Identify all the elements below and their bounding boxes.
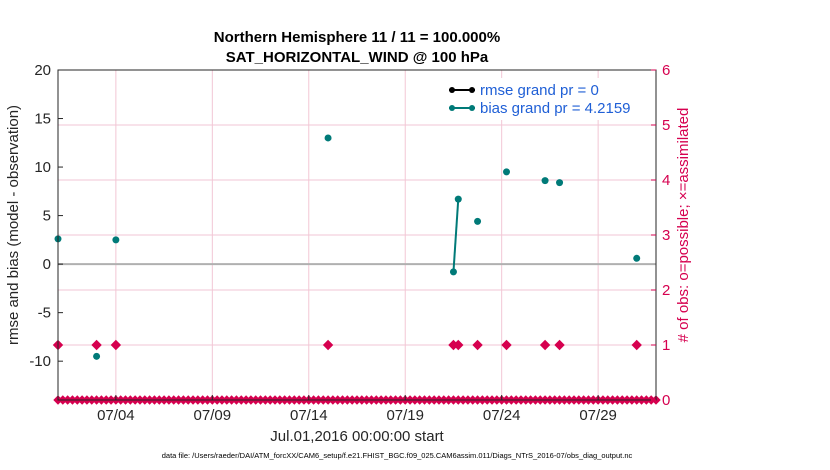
obs-count-marker xyxy=(501,339,512,351)
y-left-tick-label: -10 xyxy=(29,353,51,370)
bias-point xyxy=(93,352,101,360)
chart-title-line2: SAT_HORIZONTAL_WIND @ 100 hPa xyxy=(226,49,489,66)
bias-point xyxy=(454,195,462,203)
y-left-tick-label: 20 xyxy=(34,62,51,79)
y-right-tick-label: 4 xyxy=(662,172,670,189)
y-left-tick-label: 15 xyxy=(34,111,51,128)
x-tick-label: 07/09 xyxy=(194,407,232,424)
bias-line-segment xyxy=(452,199,460,272)
bias-point xyxy=(556,179,564,187)
obs-count-marker xyxy=(110,339,122,351)
x-tick-label: 07/29 xyxy=(579,407,617,424)
obs-count-marker xyxy=(539,339,551,351)
obs-count-marker xyxy=(472,339,483,351)
legend-rmse-marker-a xyxy=(449,87,455,93)
obs-count-marker xyxy=(631,339,642,351)
data-marks xyxy=(52,134,661,405)
grid xyxy=(58,70,656,400)
x-tick-label: 07/24 xyxy=(483,407,521,424)
obs-count-marker xyxy=(453,339,464,351)
x-tick-label: 07/14 xyxy=(290,407,328,424)
y-left-tick-label: 5 xyxy=(43,208,51,225)
legend-rmse-marker-b xyxy=(469,87,475,93)
x-tick-label: 07/19 xyxy=(386,407,424,424)
x-tick-label: 07/04 xyxy=(97,407,135,424)
bias-point xyxy=(449,268,457,276)
obs-count-marker xyxy=(91,339,102,351)
legend: rmse grand pr = 0 bias grand pr = 4.2159 xyxy=(443,78,655,120)
y-axis-label-left: rmse and bias (model - observation) xyxy=(5,105,22,345)
y-left-tick-label: 0 xyxy=(43,256,51,273)
bias-point xyxy=(503,168,510,176)
bias-point xyxy=(474,217,482,225)
y-right-tick-label: 3 xyxy=(662,227,670,244)
bias-point xyxy=(324,134,332,142)
chart-title-line1: Northern Hemisphere 11 / 11 = 100.000% xyxy=(214,29,500,46)
axis-ticks: 07/04 07/09 07/14 07/19 07/24 07/29-10-505101… xyxy=(29,62,670,424)
y-right-tick-label: 2 xyxy=(662,282,670,299)
y-left-tick-label: -5 xyxy=(38,305,51,322)
y-right-tick-label: 6 xyxy=(662,62,670,79)
footer-data-file: data file: /Users/raeder/DAI/ATM_forcXX/… xyxy=(162,451,633,460)
y-left-tick-label: 10 xyxy=(34,159,51,176)
y-right-tick-label: 1 xyxy=(662,337,670,354)
obs-count-marker xyxy=(554,339,565,351)
y-right-tick-label: 5 xyxy=(662,117,670,134)
legend-box xyxy=(443,78,655,120)
bias-point xyxy=(112,236,120,244)
legend-rmse-label: rmse grand pr = 0 xyxy=(480,82,599,99)
legend-bias-label: bias grand pr = 4.2159 xyxy=(480,100,631,117)
legend-bias-marker-b xyxy=(469,105,475,111)
bias-point xyxy=(633,254,641,262)
y-right-tick-label: 0 xyxy=(662,392,670,409)
bias-point xyxy=(541,177,549,185)
obs-count-marker xyxy=(322,339,334,351)
y-axis-label-right: # of obs: o=possible; ×=assimilated xyxy=(675,108,692,343)
legend-bias-marker-a xyxy=(449,105,455,111)
x-axis-label: Jul.01,2016 00:00:00 start xyxy=(270,428,444,445)
